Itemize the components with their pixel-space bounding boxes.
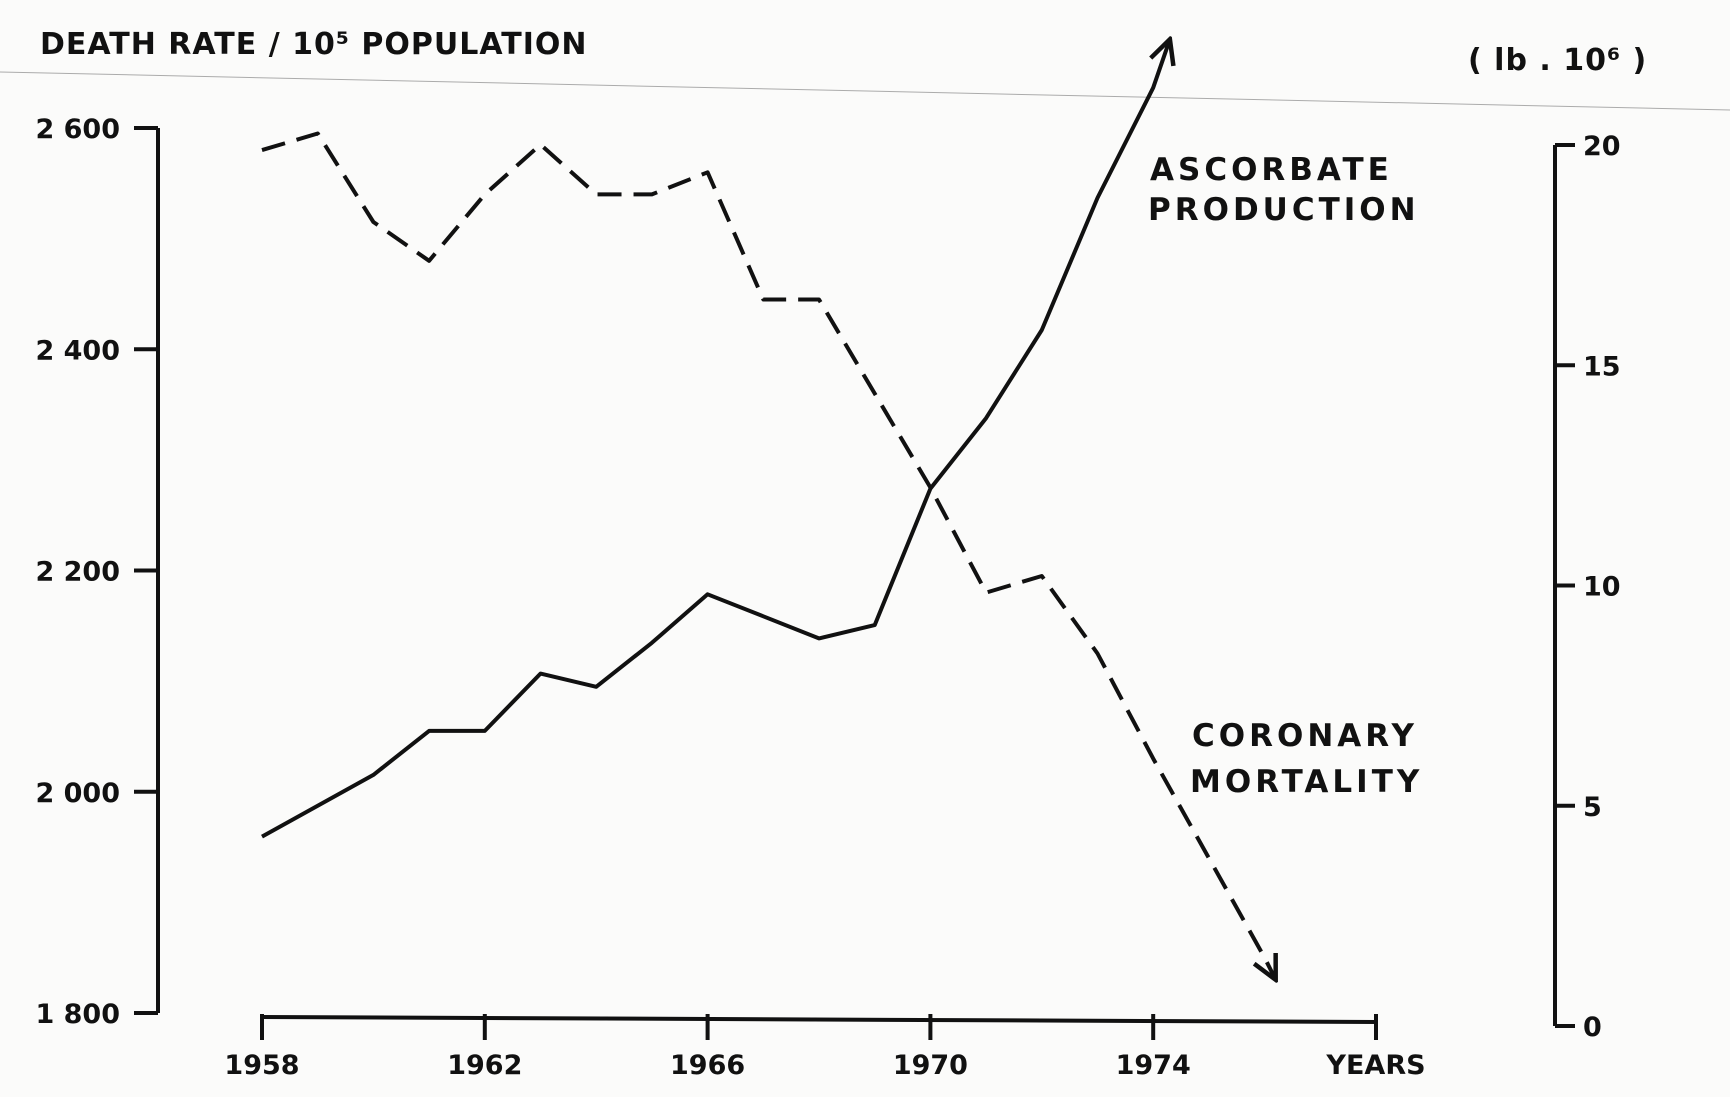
- right-tick-label: 10: [1583, 572, 1621, 603]
- series-layer: [261, 39, 1276, 980]
- x-tick-label: 1966: [670, 1050, 745, 1081]
- left-tick-label: 1 800: [35, 999, 120, 1030]
- left-tick-label: 2 200: [35, 557, 120, 588]
- right-tick-label: 15: [1583, 351, 1621, 382]
- series-label-coronary-line-1: CORONARY: [1192, 718, 1418, 754]
- left-tick-label: 2 000: [35, 778, 120, 809]
- series-line-coronary-mortality: [261, 131, 1276, 980]
- ticks-layer: 1 800 2 000 2 200 2 400 2 600 0 5 10 15 20 1958 196…: [35, 114, 1620, 1081]
- right-tick-label: 20: [1583, 131, 1621, 162]
- scan-artifact-line: [0, 71, 1730, 111]
- x-axis: [261, 1015, 1377, 1024]
- x-tick-label: 1974: [1116, 1050, 1191, 1081]
- left-axis-title: DEATH RATE / 10⁵ POPULATION: [40, 27, 588, 62]
- x-tick-label: 1970: [893, 1050, 968, 1081]
- series-label-coronary-line-2: MORTALITY: [1190, 764, 1423, 800]
- right-tick-label: 5: [1583, 792, 1602, 823]
- x-tick-label: YEARS: [1325, 1050, 1425, 1081]
- right-tick-label: 0: [1583, 1012, 1602, 1043]
- x-tick-label: 1958: [224, 1050, 299, 1081]
- right-axis-title: ( lb . 10⁶ ): [1468, 43, 1647, 78]
- series-label-ascorbate-line-2: PRODUCTION: [1148, 192, 1420, 228]
- series-line-ascorbate-production: [261, 39, 1170, 839]
- left-tick-label: 2 600: [35, 114, 120, 145]
- series-label-ascorbate-line-1: ASCORBATE: [1150, 152, 1393, 188]
- x-tick-label: 1962: [447, 1050, 522, 1081]
- left-tick-label: 2 400: [35, 335, 120, 366]
